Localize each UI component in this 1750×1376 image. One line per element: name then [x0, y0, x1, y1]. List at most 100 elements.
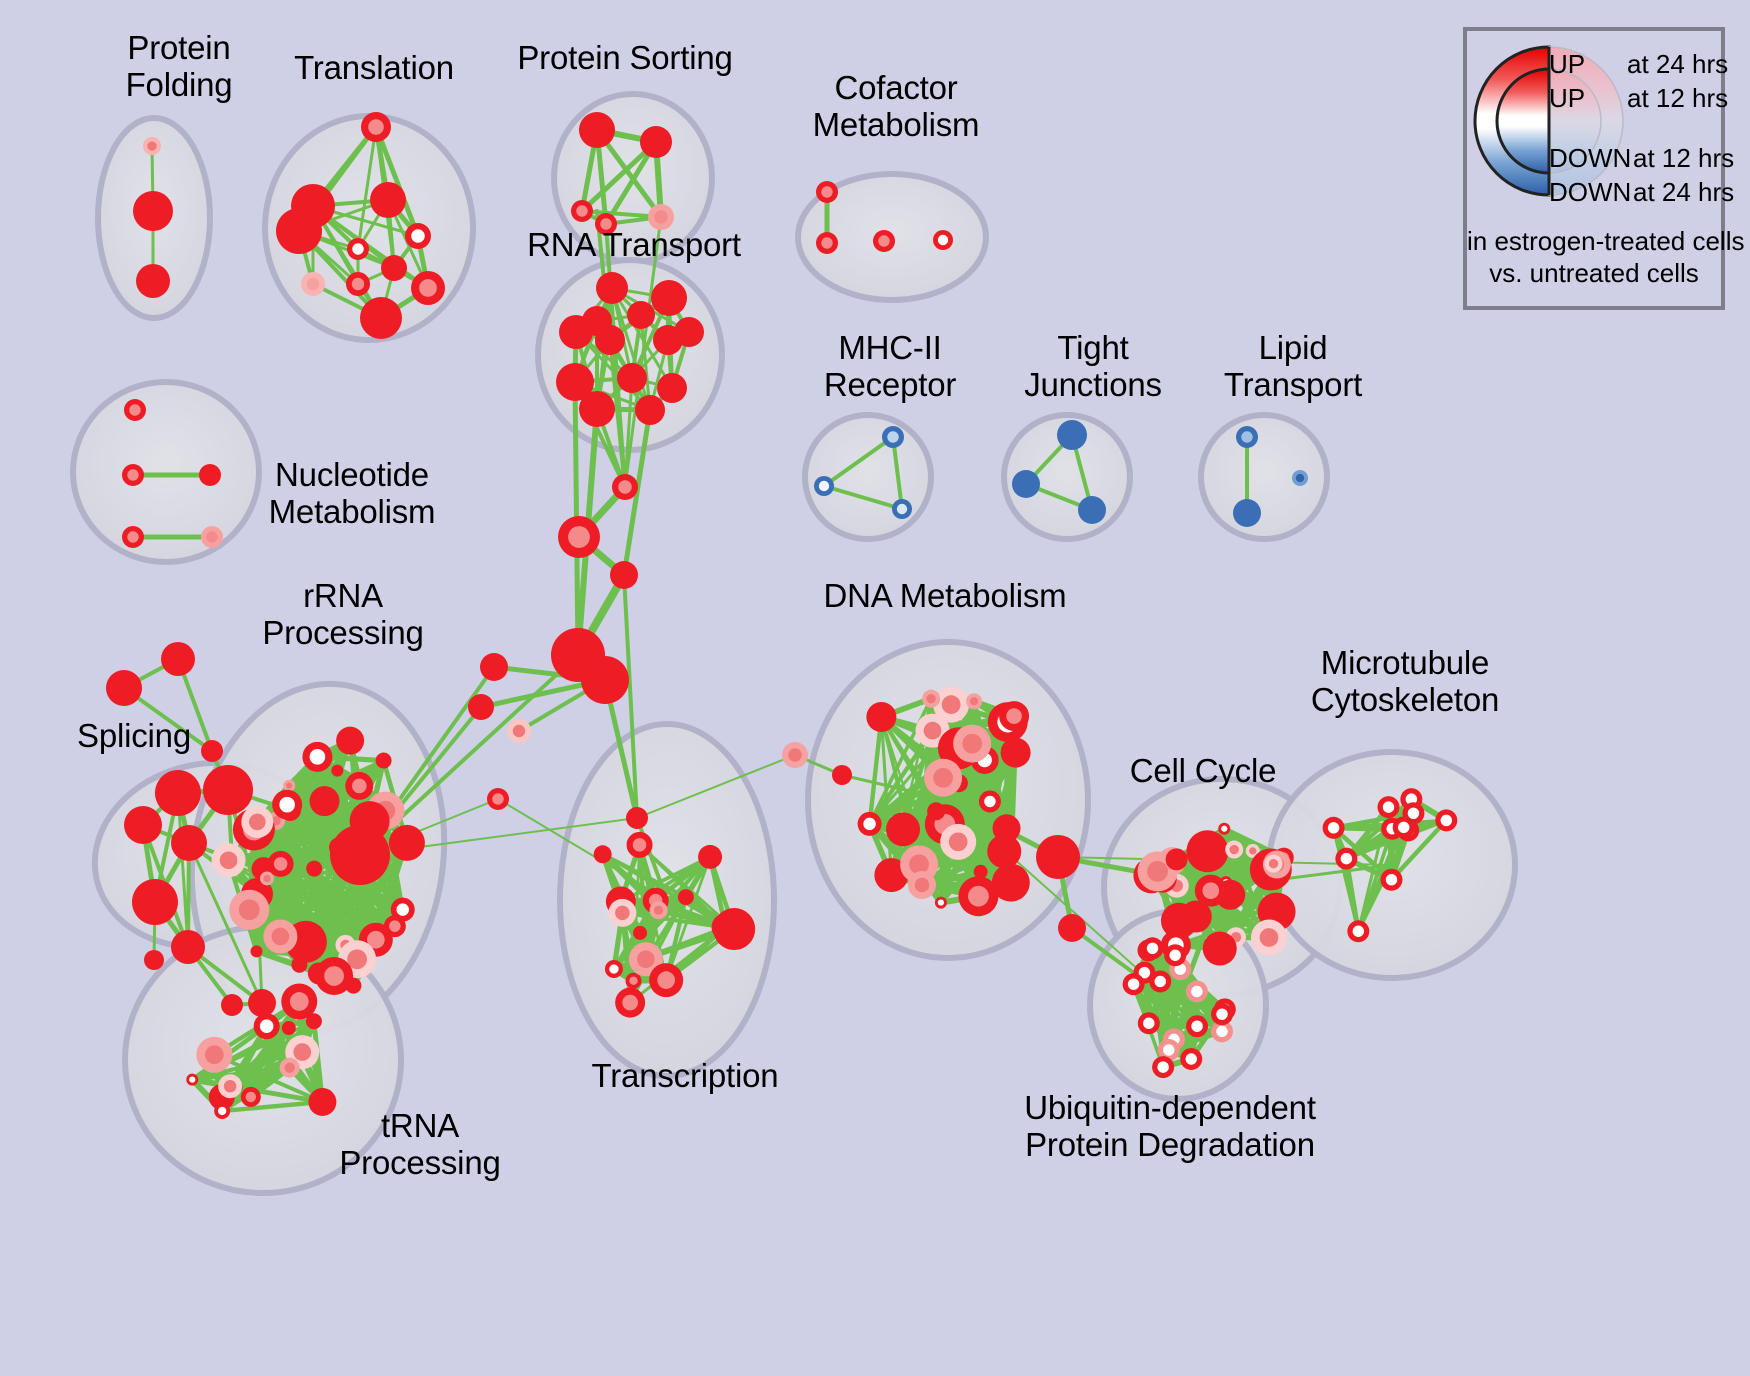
cluster-label-trna-processing: tRNA Processing	[339, 1107, 501, 1181]
network-node-transcription	[649, 963, 684, 998]
network-edge	[610, 286, 652, 412]
network-node-dna-metabolism	[958, 876, 999, 917]
network-node-tight-junctions	[1012, 470, 1040, 498]
network-edge	[311, 204, 430, 290]
network-node-dna-metabolism	[999, 701, 1030, 732]
network-node-ubiquitin-degradation	[1185, 980, 1208, 1003]
network-node-hub	[626, 807, 648, 829]
network-node-hub	[581, 656, 629, 704]
legend-row-0-time: at 24 hrs	[1627, 49, 1729, 79]
network-node-ubiquitin-degradation	[1211, 1003, 1234, 1026]
network-node-dna-metabolism	[924, 758, 963, 797]
network-edge	[256, 820, 396, 928]
network-node-dna-metabolism	[966, 693, 983, 710]
network-node-microtubule-cytoskeleton	[1335, 847, 1358, 870]
network-edge-intercluster	[622, 573, 639, 820]
network-node-nucleotide-metabolism	[199, 464, 221, 486]
network-node-translation	[360, 297, 402, 339]
network-node-translation	[381, 255, 407, 281]
network-node-rna-transport	[635, 395, 665, 425]
network-node-splicing	[161, 642, 195, 676]
network-edge	[373, 124, 421, 239]
network-node-hub	[468, 694, 494, 720]
network-edge	[1131, 982, 1224, 1016]
network-node-microtubule-cytoskeleton	[1380, 868, 1403, 891]
cluster-label-ubiquitin-degradation: Ubiquitin-dependent Protein Degradation	[1024, 1089, 1316, 1163]
network-node-ubiquitin-degradation	[1210, 1020, 1233, 1043]
network-node-rrna-processing	[260, 871, 275, 886]
network-edge	[219, 1099, 325, 1114]
network-node-ubiquitin-degradation	[1164, 944, 1187, 967]
network-node-rrna-processing	[272, 789, 303, 820]
network-node-rrna-processing	[267, 850, 294, 877]
network-edge	[920, 714, 1016, 887]
network-node-dna-metabolism	[1000, 737, 1031, 768]
network-node-cofactor-metabolism	[816, 232, 838, 254]
network-node-splicing	[171, 825, 207, 861]
network-edge	[600, 852, 688, 900]
cluster-label-cofactor-metabolism: Cofactor Metabolism	[812, 69, 980, 143]
network-edge	[312, 768, 340, 871]
network-node-splicing	[144, 950, 164, 970]
network-node-hub	[1036, 835, 1080, 879]
network-node-translation	[347, 238, 369, 260]
network-edge	[594, 127, 664, 220]
cluster-label-microtubule-cytoskeleton: Microtubule Cytoskeleton	[1310, 644, 1500, 718]
network-node-rrna-processing	[263, 919, 298, 954]
network-node-tight-junctions	[1078, 496, 1106, 524]
network-node-transcription	[677, 889, 694, 906]
network-node-transcription	[593, 845, 612, 864]
network-node-rrna-processing	[315, 956, 354, 995]
network-edge	[822, 435, 895, 488]
network-edge	[1344, 818, 1449, 861]
network-edge	[1131, 982, 1200, 1029]
cluster-label-tight-junctions: Tight Junctions	[1024, 329, 1162, 403]
network-node-nucleotide-metabolism	[122, 526, 144, 548]
network-node-rrna-processing	[345, 771, 374, 800]
network-node-rna-transport	[559, 315, 593, 349]
network-node-splicing	[171, 930, 205, 964]
network-node-cell-cycle	[1264, 854, 1283, 873]
network-node-splicing	[201, 740, 223, 762]
network-node-translation	[405, 223, 431, 249]
legend-row-3-direction: DOWN	[1549, 177, 1632, 207]
network-node-lipid-transport	[1236, 426, 1258, 448]
network-node-cell-cycle	[1160, 902, 1197, 939]
network-node-dna-metabolism	[933, 686, 970, 723]
cluster-label-cell-cycle: Cell Cycle	[1129, 752, 1277, 789]
network-edge	[248, 1019, 317, 1100]
network-node-rrna-processing	[229, 889, 270, 930]
network-node-hub	[832, 765, 852, 785]
cluster-label-rrna-processing: rRNA Processing	[262, 577, 424, 651]
network-node-translation	[411, 271, 445, 305]
network-edge	[1150, 946, 1224, 1016]
network-node-splicing	[155, 770, 201, 816]
network-node-splicing	[248, 989, 276, 1017]
legend-row-0-direction: UP	[1549, 49, 1586, 79]
cluster-label-rna-transport: RNA Transport	[527, 226, 741, 263]
network-node-rna-transport	[674, 317, 704, 347]
cluster-label-protein-folding: Protein Folding	[125, 29, 233, 103]
network-node-dna-metabolism	[874, 858, 909, 893]
network-node-protein-folding	[133, 191, 173, 231]
cluster-label-protein-sorting: Protein Sorting	[517, 39, 733, 76]
network-edge	[574, 330, 652, 412]
network-node-rrna-processing	[241, 805, 274, 838]
network-node-dna-metabolism	[922, 689, 941, 708]
network-edge-intercluster	[636, 754, 796, 819]
cluster-label-lipid-transport: Lipid Transport	[1223, 329, 1363, 403]
network-node-cofactor-metabolism	[873, 230, 895, 252]
network-node-ubiquitin-degradation	[1141, 937, 1164, 960]
network-node-nucleotide-metabolism	[122, 464, 144, 486]
network-node-mhc-ii-receptor	[882, 426, 904, 448]
legend-row-2-time: at 12 hrs	[1633, 143, 1735, 173]
cluster-label-transcription: Transcription	[591, 1057, 779, 1094]
network-node-translation	[301, 272, 325, 296]
network-node-rna-transport	[651, 280, 687, 316]
network-node-hub	[610, 561, 638, 589]
network-edge	[176, 791, 190, 949]
network-edge	[356, 125, 378, 251]
network-node-trna-processing	[218, 1074, 243, 1099]
network-edge	[1343, 856, 1361, 934]
